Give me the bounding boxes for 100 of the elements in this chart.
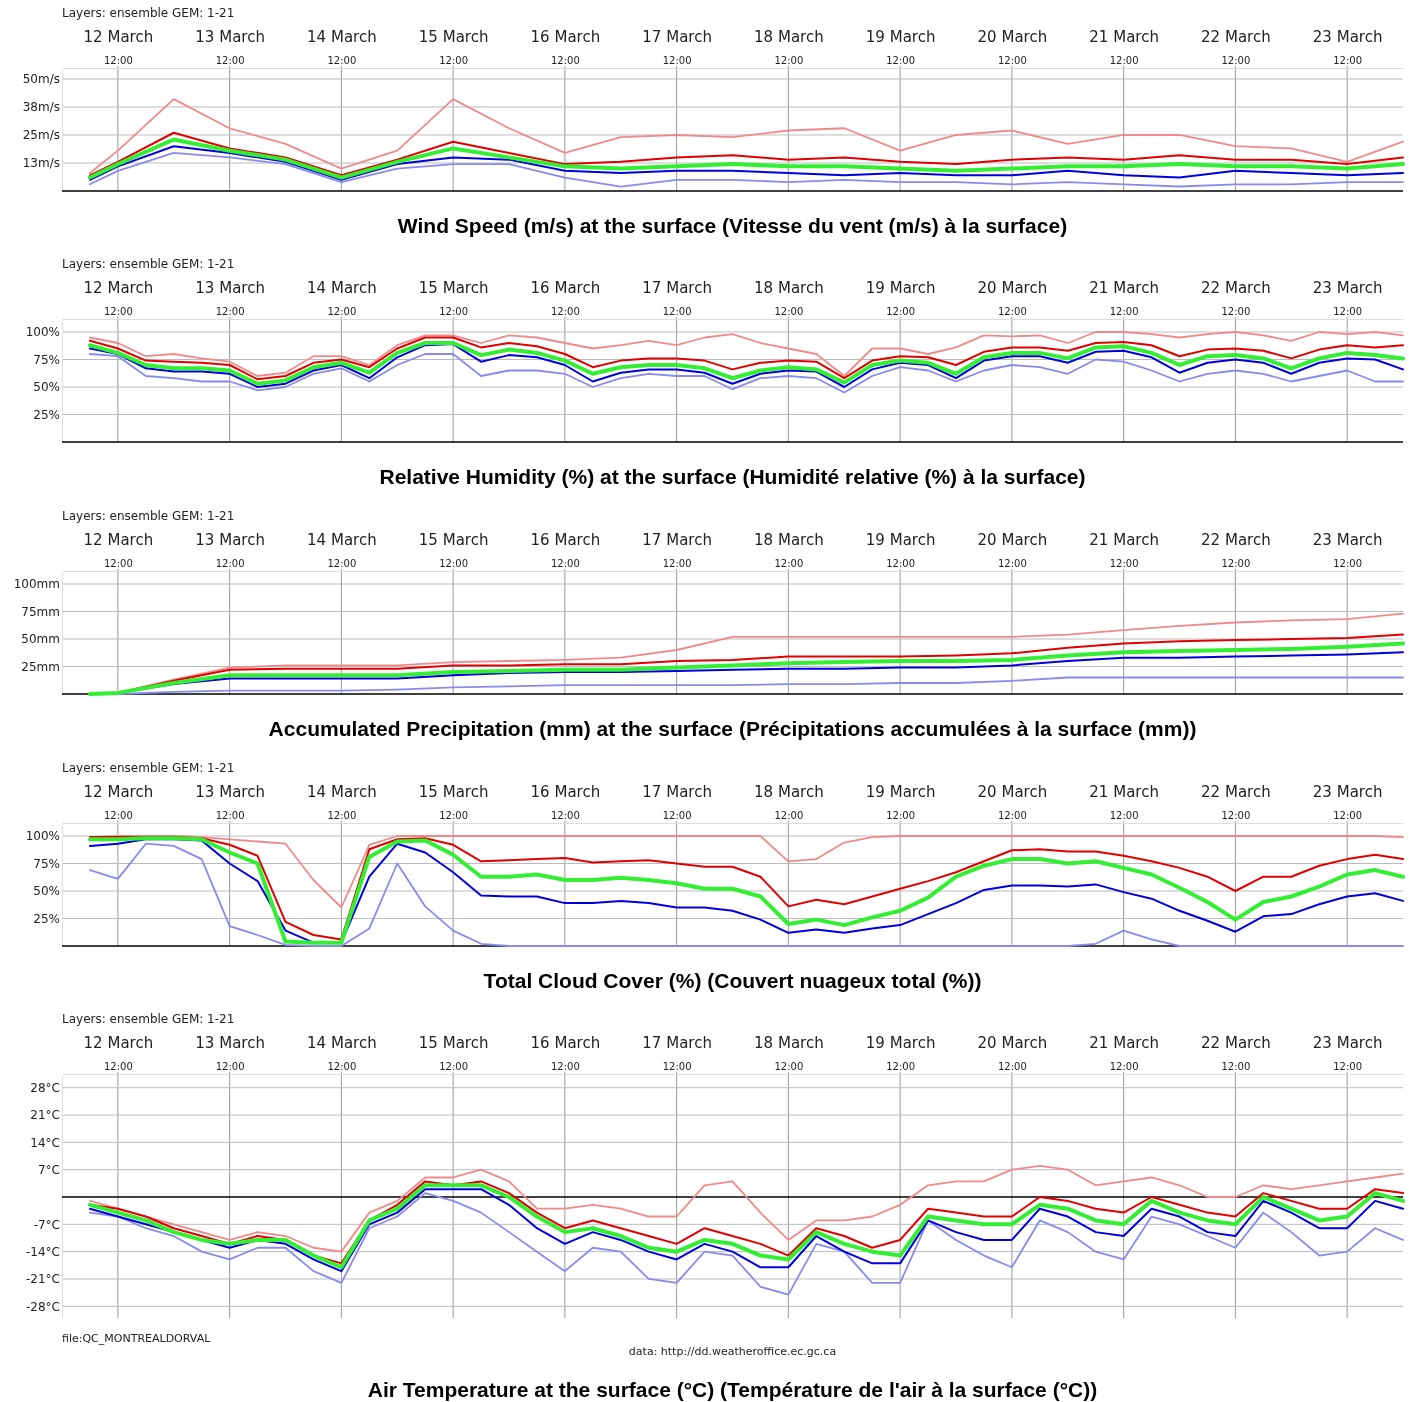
- y-tick-label: 25m/s: [22, 128, 60, 143]
- x-tick-label: 12:00: [1333, 558, 1363, 569]
- x2-tick-label: 12 March: [83, 783, 154, 801]
- x2-tick-label: 12 March: [83, 28, 154, 46]
- x2-tick-label: 20 March: [977, 531, 1048, 549]
- x-tick-label: 12:00: [886, 810, 916, 821]
- x2-tick-label: 14 March: [307, 279, 377, 297]
- x-tick-label: 12:00: [215, 810, 245, 821]
- y-tick-label: 13m/s: [22, 156, 60, 171]
- x-tick-label: 12:00: [886, 1061, 916, 1072]
- x-tick-label: 12:00: [1333, 1061, 1363, 1072]
- x2-tick-label: 16 March: [530, 279, 601, 297]
- x-tick-label: 12:00: [327, 55, 357, 66]
- y-tick-label: 50%: [33, 380, 60, 395]
- x2-tick-label: 12 March: [83, 1034, 154, 1052]
- x-tick-label: 12:00: [103, 1061, 133, 1072]
- x2-tick-label: 21 March: [1089, 279, 1159, 297]
- x-tick-label: 12:00: [774, 1061, 804, 1072]
- x-tick-label: 12:00: [662, 306, 692, 317]
- x2-tick-label: 21 March: [1089, 1034, 1159, 1052]
- x2-tick-label: 15 March: [418, 531, 489, 549]
- x-tick-label: 12:00: [439, 810, 469, 821]
- y-tick-label: 100%: [25, 325, 60, 340]
- y-tick-label: 25%: [33, 911, 60, 926]
- x2-tick-label: 15 March: [418, 1034, 489, 1052]
- x-tick-label: 12:00: [103, 558, 133, 569]
- x-tick-label: 12:00: [1333, 55, 1363, 66]
- x-tick-label: 12:00: [550, 558, 580, 569]
- x2-tick-label: 15 March: [418, 28, 489, 46]
- x-tick-label: 12:00: [215, 1061, 245, 1072]
- x2-tick-label: 20 March: [977, 279, 1048, 297]
- y-tick-label: 75mm: [21, 604, 60, 619]
- line-series: [89, 1164, 1404, 1253]
- x-tick-label: 12:00: [774, 306, 804, 317]
- x2-tick-label: 20 March: [977, 783, 1048, 801]
- x2-tick-label: 14 March: [307, 783, 377, 801]
- x-tick-label: 12:00: [1221, 306, 1251, 317]
- x2-tick-label: 18 March: [754, 1034, 824, 1052]
- text: Total Cloud Cover (%) (Couvert nuageux total (%)): [483, 969, 982, 992]
- x2-tick-label: 22 March: [1201, 783, 1271, 801]
- line-series: [89, 353, 1404, 394]
- x2-tick-label: 22 March: [1201, 531, 1271, 549]
- y-tick-label: 100mm: [13, 577, 60, 592]
- x-tick-label: 12:00: [886, 306, 916, 317]
- x2-tick-label: 14 March: [307, 1034, 377, 1052]
- x2-tick-label: 13 March: [195, 531, 265, 549]
- x2-tick-label: 12 March: [83, 279, 154, 297]
- x-tick-label: 12:00: [1221, 810, 1251, 821]
- x-tick-label: 12:00: [439, 558, 469, 569]
- y-tick-label: 25mm: [21, 659, 60, 674]
- x-tick-label: 12:00: [997, 558, 1027, 569]
- x2-tick-label: 15 March: [418, 783, 489, 801]
- x-tick-label: 12:00: [215, 558, 245, 569]
- y-tick-label: 50mm: [21, 632, 60, 647]
- x2-tick-label: 19 March: [865, 531, 936, 549]
- x2-tick-label: 16 March: [530, 783, 601, 801]
- text: Air Temperature at the surface (°C) (Température de l'air à la surface (°C)): [367, 1378, 1098, 1401]
- x-tick-label: 12:00: [997, 55, 1027, 66]
- y-tick-label: 7°C: [37, 1163, 60, 1178]
- x-tick-label: 12:00: [327, 306, 357, 317]
- x-tick-label: 12:00: [662, 558, 692, 569]
- x2-tick-label: 23 March: [1312, 279, 1383, 297]
- line-series: [89, 1192, 1404, 1296]
- x2-tick-label: 23 March: [1312, 783, 1383, 801]
- y-tick-label: -28°C: [26, 1299, 60, 1314]
- x-tick-label: 12:00: [550, 306, 580, 317]
- x-tick-label: 12:00: [1221, 55, 1251, 66]
- x2-tick-label: 13 March: [195, 279, 265, 297]
- x-tick-label: 12:00: [550, 810, 580, 821]
- x-tick-label: 12:00: [997, 810, 1027, 821]
- y-tick-label: 100%: [25, 829, 60, 844]
- x2-tick-label: 23 March: [1312, 28, 1383, 46]
- y-tick-label: 38m/s: [22, 100, 60, 115]
- x-tick-label: 12:00: [103, 810, 133, 821]
- x2-tick-label: 13 March: [195, 1034, 265, 1052]
- x2-tick-label: 12 March: [83, 531, 154, 549]
- x2-tick-label: 17 March: [642, 1034, 712, 1052]
- x2-tick-label: 18 March: [754, 783, 824, 801]
- x2-tick-label: 22 March: [1201, 279, 1271, 297]
- x2-tick-label: 22 March: [1201, 28, 1271, 46]
- chart-subtitle: Layers: ensemble GEM: 1-21: [62, 509, 235, 523]
- chart-subtitle: Layers: ensemble GEM: 1-21: [62, 257, 235, 271]
- x-tick-label: 12:00: [439, 55, 469, 66]
- text: data: http://dd.weatheroffice.ec.gc.ca: [628, 1345, 837, 1358]
- x2-tick-label: 21 March: [1089, 531, 1159, 549]
- x2-tick-label: 22 March: [1201, 1034, 1271, 1052]
- x2-tick-label: 21 March: [1089, 783, 1159, 801]
- x-tick-label: 12:00: [215, 55, 245, 66]
- x2-tick-label: 18 March: [754, 279, 824, 297]
- text: Wind Speed (m/s) at the surface (Vitesse du vent (m/s) à la surface): [397, 214, 1068, 237]
- x-tick-label: 12:00: [550, 1061, 580, 1072]
- x-tick-label: 12:00: [327, 810, 357, 821]
- x-tick-label: 12:00: [439, 306, 469, 317]
- x2-tick-label: 19 March: [865, 28, 936, 46]
- x2-tick-label: 14 March: [307, 531, 377, 549]
- text: Relative Humidity (%) at the surface (Humidité relative (%) à la surface): [379, 465, 1086, 488]
- x-tick-label: 12:00: [103, 306, 133, 317]
- x2-tick-label: 13 March: [195, 28, 265, 46]
- x-tick-label: 12:00: [439, 1061, 469, 1072]
- y-tick-label: -21°C: [26, 1272, 60, 1287]
